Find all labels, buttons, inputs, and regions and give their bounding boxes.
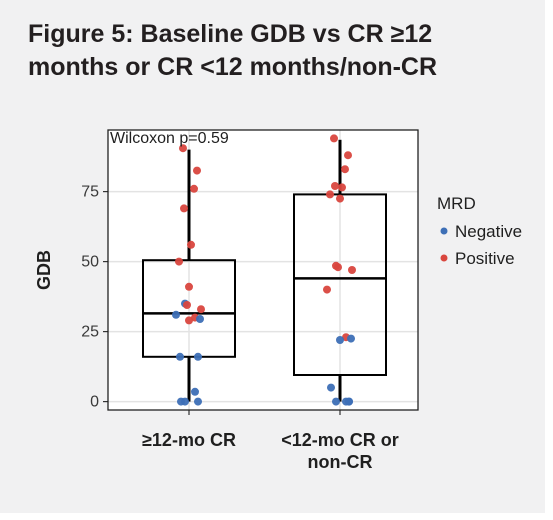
data-point-negative <box>332 397 340 406</box>
data-point-positive <box>187 240 195 249</box>
legend-swatch-negative <box>440 227 448 235</box>
data-point-positive <box>326 190 334 199</box>
y-tick-label: 0 <box>90 394 99 411</box>
box-iqr <box>142 259 236 358</box>
legend-label-positive: Positive <box>455 249 515 268</box>
data-point-positive <box>334 263 342 272</box>
data-point-positive <box>344 151 352 160</box>
y-tick-label: 25 <box>81 324 99 341</box>
x-category-label-line-2: non-CR <box>308 452 373 472</box>
wilcoxon-annotation: Wilcoxon p=0.59 <box>110 130 229 147</box>
legend-title: MRD <box>437 194 476 213</box>
y-tick-label: 50 <box>81 254 99 271</box>
data-point-positive <box>341 165 349 174</box>
data-point-negative <box>336 336 344 344</box>
legend-label-negative: Negative <box>455 222 522 241</box>
data-point-positive <box>338 183 346 192</box>
data-point-positive <box>336 194 344 203</box>
data-point-positive <box>330 134 338 143</box>
y-axis-label: GDB <box>34 250 54 290</box>
figure-title-line-2: months or CR <12 months/non-CR <box>28 53 438 81</box>
data-point-negative <box>191 387 199 396</box>
legend-swatch-positive <box>440 254 448 262</box>
data-point-positive <box>193 166 201 175</box>
data-point-negative <box>176 352 184 361</box>
data-point-negative <box>327 383 335 392</box>
data-point-positive <box>185 316 193 325</box>
y-tick-label: 75 <box>81 184 99 201</box>
plot-panel <box>108 130 418 410</box>
plot-border <box>107 129 419 411</box>
data-point-positive <box>185 282 193 291</box>
data-point-positive <box>179 144 187 153</box>
data-point-negative <box>177 397 185 406</box>
data-point-positive <box>180 204 188 213</box>
data-point-negative <box>196 315 204 323</box>
x-category-label: ≥12-mo CR <box>142 430 236 450</box>
x-category-label: <12-mo CR or <box>281 430 399 450</box>
data-point-negative <box>345 397 353 406</box>
data-point-negative <box>347 334 355 343</box>
data-point-positive <box>323 285 331 294</box>
data-point-positive <box>348 266 356 274</box>
box-iqr <box>293 193 387 376</box>
data-point-positive <box>183 301 191 309</box>
data-point-negative <box>194 397 202 406</box>
data-point-positive <box>175 257 183 266</box>
data-point-negative <box>194 352 202 361</box>
figure-title-line-1: Figure 5: Baseline GDB vs CR ≥12 <box>28 20 433 48</box>
data-point-positive <box>190 184 198 193</box>
data-point-positive <box>331 182 339 190</box>
figure-title: Figure 5: Baseline GDB vs CR ≥12 months … <box>28 18 528 84</box>
data-point-positive <box>197 305 205 314</box>
data-point-negative <box>172 310 180 319</box>
